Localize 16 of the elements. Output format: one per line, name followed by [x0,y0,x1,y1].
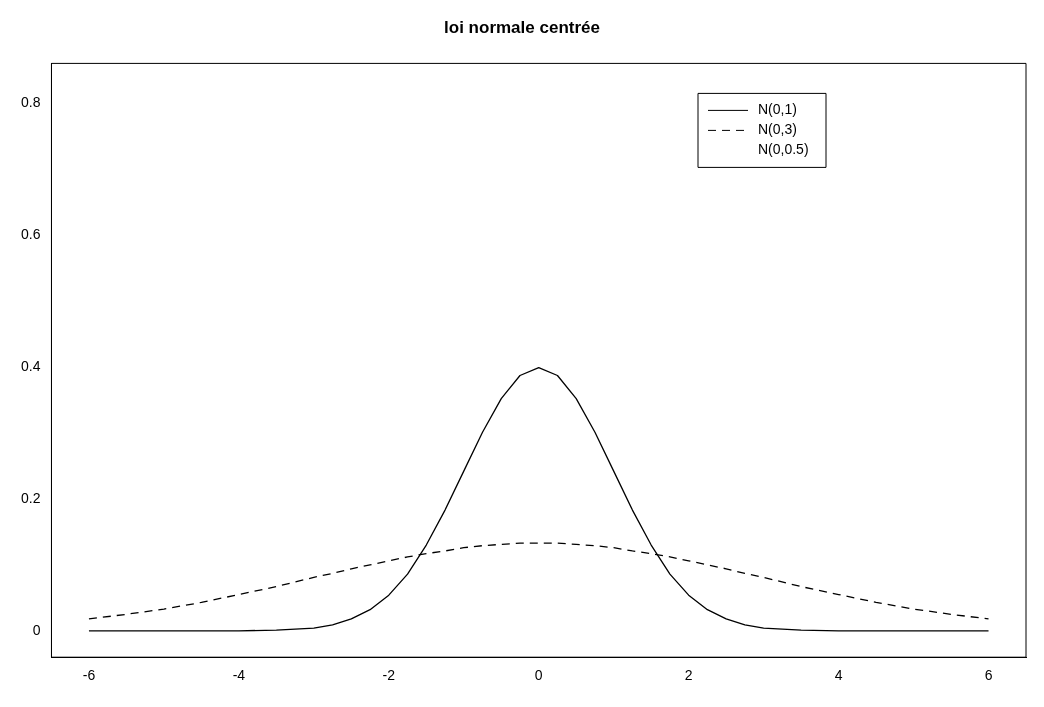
x-tick-label: 4 [834,667,843,684]
x-tick-label: -6 [82,667,96,684]
legend-label: N(0,3) [758,121,797,138]
y-tick-label: 0.8 [20,93,41,110]
legend-label: N(0,1) [758,101,797,118]
x-tick-label: 0 [534,667,543,684]
x-tick-label: -4 [232,667,246,684]
x-tick-label: 6 [984,667,993,684]
x-tick-label: -2 [382,667,396,684]
y-tick-label: 0.4 [20,357,41,374]
chart-title: loi normale centrée [444,17,600,37]
legend-label: N(0,0.5) [758,141,809,158]
x-tick-label: 2 [684,667,693,684]
y-tick-label: 0.6 [20,225,41,242]
y-tick-label: 0 [32,621,41,638]
y-tick-label: 0.2 [20,489,41,506]
